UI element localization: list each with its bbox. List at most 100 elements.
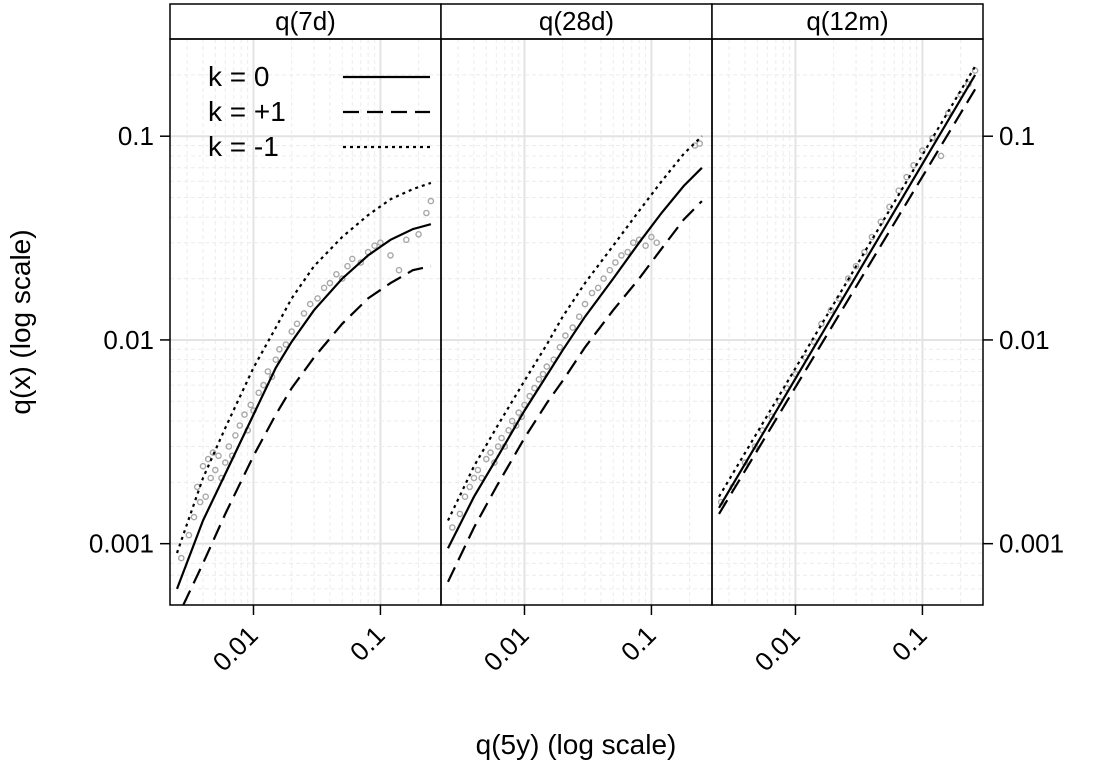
data-point — [211, 466, 219, 474]
data-point — [539, 370, 547, 378]
curve-dotted — [447, 135, 703, 521]
data-point — [606, 266, 614, 274]
data-point — [569, 324, 577, 331]
data-point — [255, 389, 263, 397]
data-point — [225, 443, 233, 450]
panel-border — [711, 38, 984, 606]
data-point — [861, 248, 868, 256]
data-point — [387, 252, 394, 259]
x-tick-label: 0.01 — [749, 620, 806, 677]
data-point — [535, 376, 543, 383]
data-point — [531, 384, 538, 392]
data-point — [600, 275, 607, 282]
data-point — [236, 422, 244, 429]
legend-label: k = 0 — [208, 61, 269, 92]
data-point — [371, 242, 378, 249]
data-point — [276, 345, 283, 353]
data-point — [377, 239, 384, 246]
data-point — [491, 459, 498, 466]
data-point — [196, 498, 204, 506]
data-point — [264, 368, 272, 375]
y-tick-label-right: 0.01 — [999, 325, 1050, 355]
data-point — [648, 233, 655, 241]
data-point — [852, 262, 860, 270]
data-point — [835, 295, 843, 302]
y-axis-title: q(x) (log scale) — [5, 229, 36, 414]
data-point — [209, 449, 217, 456]
data-point — [293, 320, 301, 328]
x-tick-label: 0.1 — [615, 620, 662, 667]
curve-solid — [718, 74, 977, 509]
x-tick-label: 0.1 — [344, 620, 391, 667]
data-point — [300, 310, 308, 317]
data-point — [348, 255, 356, 263]
panel-strip — [169, 3, 442, 40]
data-point — [498, 434, 505, 442]
curve-dashed — [718, 88, 977, 515]
data-point — [448, 524, 456, 531]
data-point — [630, 239, 637, 246]
data-point — [190, 513, 198, 521]
data-point — [556, 343, 564, 351]
data-point — [402, 236, 410, 244]
data-point — [937, 152, 945, 160]
data-point — [581, 300, 589, 308]
panel-title: q(28d) — [539, 6, 614, 36]
data-point — [505, 426, 512, 434]
data-point — [288, 328, 296, 335]
data-point — [199, 462, 207, 470]
data-point — [624, 248, 632, 256]
y-tick-label-right: 0.1 — [999, 121, 1035, 151]
y-tick-label-right: 0.001 — [999, 529, 1064, 559]
data-point — [320, 284, 328, 292]
data-point — [474, 466, 482, 474]
data-point — [272, 356, 280, 364]
data-point — [215, 452, 222, 460]
data-point — [487, 449, 494, 456]
data-point — [260, 381, 267, 389]
data-point — [338, 275, 346, 282]
data-point — [193, 483, 201, 491]
data-point — [526, 392, 534, 400]
legend-label: k = +1 — [208, 96, 286, 127]
data-point — [494, 443, 502, 450]
data-point — [562, 332, 569, 339]
data-point — [696, 140, 704, 147]
data-point — [221, 459, 229, 466]
x-tick-label: 0.01 — [207, 620, 264, 677]
data-point — [588, 289, 596, 297]
data-point — [326, 279, 334, 287]
data-point — [461, 493, 469, 501]
data-point — [395, 266, 403, 274]
data-point — [575, 313, 583, 321]
panel-border — [440, 38, 713, 606]
data-point — [612, 259, 619, 266]
data-point — [247, 401, 254, 409]
data-point — [895, 187, 903, 194]
data-point — [314, 295, 321, 302]
curve-solid — [447, 167, 703, 549]
data-layer — [175, 65, 979, 606]
legend-label: k = -1 — [208, 131, 279, 162]
data-point — [543, 363, 551, 370]
data-point — [508, 417, 516, 425]
data-point — [594, 284, 602, 292]
data-point — [515, 409, 523, 416]
legend-layer: k = 0 k = +1 k = -1 — [208, 61, 430, 162]
data-point — [207, 474, 214, 482]
x-tick-label: 0.01 — [478, 620, 535, 677]
data-point — [357, 259, 365, 266]
data-point — [466, 483, 474, 491]
data-point — [482, 455, 490, 463]
y-tick-label-left: 0.1 — [118, 121, 154, 151]
data-point — [642, 242, 649, 249]
x-tick-label: 0.1 — [886, 620, 933, 667]
curve-dashed — [447, 200, 703, 583]
data-point — [653, 239, 661, 246]
data-point — [204, 455, 212, 463]
data-point — [427, 197, 435, 205]
data-point — [177, 554, 185, 562]
curve-solid — [175, 223, 432, 590]
grid-layer — [170, 39, 983, 606]
